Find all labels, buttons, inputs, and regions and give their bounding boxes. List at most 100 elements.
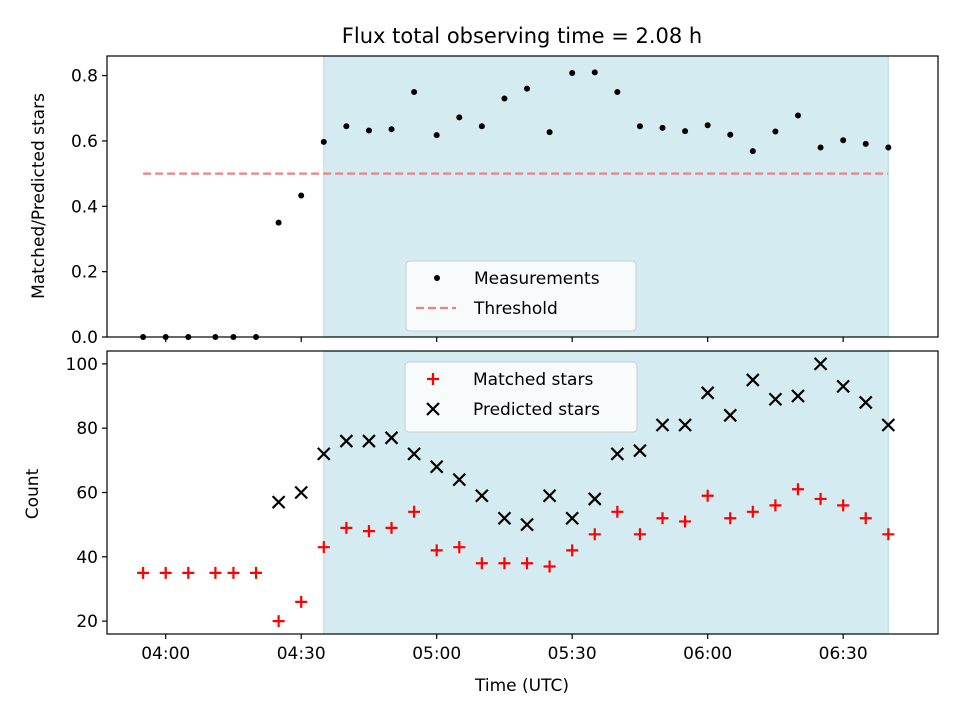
data-point <box>813 357 828 371</box>
data-point <box>723 408 738 423</box>
legend-box <box>405 260 637 332</box>
data-point <box>791 389 805 403</box>
data-point <box>611 505 624 518</box>
data-point <box>569 69 576 76</box>
data-point <box>250 566 263 579</box>
top-y-tick-label: 0.8 <box>71 67 98 87</box>
bottom-y-tick-label: 100 <box>66 355 98 375</box>
data-point <box>524 85 531 92</box>
data-point <box>704 122 711 129</box>
bottom-series-matched-stars <box>137 483 895 628</box>
data-point <box>362 525 375 538</box>
data-point <box>591 69 598 76</box>
data-point <box>478 123 485 130</box>
data-point <box>836 379 850 394</box>
data-point <box>588 528 601 541</box>
data-point <box>497 511 512 526</box>
data-point <box>433 132 440 139</box>
data-point <box>408 505 421 518</box>
data-point <box>610 447 625 461</box>
top-panel: 0.0 0.2 0.4 0.6 0.8 Measurements Threshold <box>71 55 939 348</box>
data-point <box>656 512 669 525</box>
data-point <box>794 112 801 119</box>
data-point <box>343 123 350 130</box>
data-point <box>430 544 443 557</box>
bottom-y-tick-label: 80 <box>76 419 98 439</box>
data-point <box>429 459 444 474</box>
data-point <box>521 557 534 570</box>
data-point <box>365 127 372 134</box>
top-y-tick-label: 0.4 <box>71 197 98 217</box>
data-point <box>633 443 647 458</box>
data-point <box>320 138 327 145</box>
data-point <box>317 541 330 554</box>
x-tick-label: 04:30 <box>277 644 326 664</box>
data-point <box>271 495 286 509</box>
data-point <box>407 447 421 461</box>
data-point <box>565 511 579 526</box>
data-point <box>362 434 376 448</box>
legend-swatch <box>434 275 440 281</box>
data-point <box>700 386 715 400</box>
bottom-panel: 20 40 60 80 100 04:00 04:30 05:00 05:30 06:00 06:3… <box>66 350 939 664</box>
data-point <box>614 88 621 95</box>
bottom-y-tick-label: 60 <box>76 484 98 504</box>
data-point <box>858 395 873 410</box>
data-point <box>475 557 488 570</box>
data-point <box>682 128 689 135</box>
data-point <box>209 566 222 579</box>
x-axis-label: Time (UTC) <box>474 676 569 696</box>
data-point <box>452 472 467 487</box>
x-tick-label: 06:00 <box>683 644 732 664</box>
data-point <box>885 144 892 151</box>
legend-entry-label: Threshold <box>473 299 558 319</box>
legend-entry-label: Matched stars <box>473 370 593 390</box>
data-point <box>520 517 534 532</box>
data-point <box>655 418 670 432</box>
data-point <box>746 505 759 518</box>
data-point <box>501 95 508 102</box>
data-point <box>746 373 760 387</box>
data-point <box>859 512 872 525</box>
data-point <box>701 489 714 502</box>
data-point <box>724 512 737 525</box>
top-y-tick-label: 0.6 <box>71 132 98 152</box>
data-point <box>881 418 896 432</box>
data-point <box>475 488 489 503</box>
top-y-axis-label: Matched/Predicted stars <box>29 93 49 299</box>
data-point <box>294 485 308 500</box>
data-point <box>814 492 827 505</box>
data-point <box>411 88 418 95</box>
data-point <box>340 521 353 534</box>
legend-swatch <box>426 402 440 416</box>
data-point <box>749 148 756 155</box>
x-tick-label: 05:30 <box>548 644 597 664</box>
data-point <box>679 515 692 528</box>
data-point <box>678 418 692 432</box>
data-point <box>159 566 172 579</box>
data-point <box>791 483 804 496</box>
data-point <box>137 566 150 579</box>
data-point <box>498 557 511 570</box>
data-point <box>272 615 285 628</box>
data-point <box>772 128 779 135</box>
legend-entry-label: Predicted stars <box>473 400 600 420</box>
bottom-y-tick-label: 40 <box>76 548 98 568</box>
data-point <box>546 129 553 136</box>
legend-swatch <box>427 373 439 385</box>
data-point <box>817 144 824 151</box>
bottom-series-predicted-stars <box>271 357 896 532</box>
data-point <box>298 192 305 199</box>
data-point <box>882 528 895 541</box>
legend-box <box>404 361 638 433</box>
top-y-tick-label: 0.0 <box>71 328 98 348</box>
bottom-legend: Matched stars Predicted stars <box>404 361 638 433</box>
data-point <box>385 521 398 534</box>
data-point <box>384 431 399 445</box>
top-legend: Measurements Threshold <box>405 260 637 332</box>
chart-title: Flux total observing time = 2.08 h <box>342 24 702 48</box>
x-tick-label: 04:00 <box>141 644 190 664</box>
data-point <box>317 447 331 461</box>
bottom-y-axis-label: Count <box>23 468 43 519</box>
